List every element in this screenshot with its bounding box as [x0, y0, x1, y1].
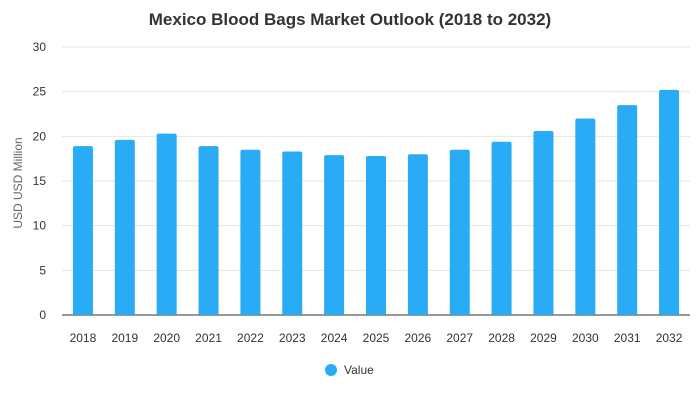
- legend-label[interactable]: Value: [344, 363, 374, 377]
- bar: [659, 89, 680, 315]
- x-tick-label: 2021: [195, 331, 222, 345]
- x-tick-label: 2032: [656, 331, 683, 345]
- x-tick-label: 2022: [237, 331, 264, 345]
- bar: [449, 149, 470, 315]
- y-tick-label: 20: [33, 129, 47, 143]
- y-tick-label: 25: [33, 85, 47, 99]
- x-axis-ticks: 2018 2019 2020 2021 2022 2023 2024 2025 2026 2027…: [70, 331, 683, 345]
- bar: [240, 149, 261, 315]
- y-tick-label: 0: [39, 308, 46, 322]
- x-tick-label: 2018: [70, 331, 97, 345]
- y-tick-label: 5: [39, 263, 46, 277]
- bar: [617, 105, 638, 315]
- y-axis-label: USD USD Million: [11, 137, 25, 228]
- x-tick-label: 2027: [446, 331, 473, 345]
- bars: [72, 89, 680, 315]
- x-tick-label: 2026: [405, 331, 432, 345]
- legend[interactable]: Value: [325, 363, 374, 377]
- x-tick-label: 2019: [111, 331, 138, 345]
- bar: [533, 130, 554, 315]
- x-tick-label: 2028: [488, 331, 515, 345]
- bar: [156, 133, 177, 315]
- bar: [575, 118, 596, 315]
- bar: [282, 151, 303, 315]
- y-tick-label: 10: [33, 219, 47, 233]
- bar: [198, 146, 219, 315]
- x-tick-label: 2025: [363, 331, 390, 345]
- x-tick-label: 2030: [572, 331, 599, 345]
- chart-title: Mexico Blood Bags Market Outlook (2018 t…: [149, 10, 551, 29]
- bar: [491, 141, 512, 315]
- x-tick-label: 2029: [530, 331, 557, 345]
- bar: [324, 155, 345, 315]
- y-tick-label: 15: [33, 174, 47, 188]
- legend-marker: [325, 364, 337, 376]
- bar: [72, 146, 93, 315]
- bar: [114, 139, 135, 315]
- x-tick-label: 2024: [321, 331, 348, 345]
- bar: [407, 154, 428, 315]
- x-tick-label: 2023: [279, 331, 306, 345]
- bar: [366, 155, 386, 315]
- y-axis-ticks: 0 5 10 15 20 25 30: [33, 40, 47, 322]
- x-tick-label: 2020: [153, 331, 180, 345]
- y-tick-label: 30: [33, 40, 47, 54]
- x-tick-label: 2031: [614, 331, 641, 345]
